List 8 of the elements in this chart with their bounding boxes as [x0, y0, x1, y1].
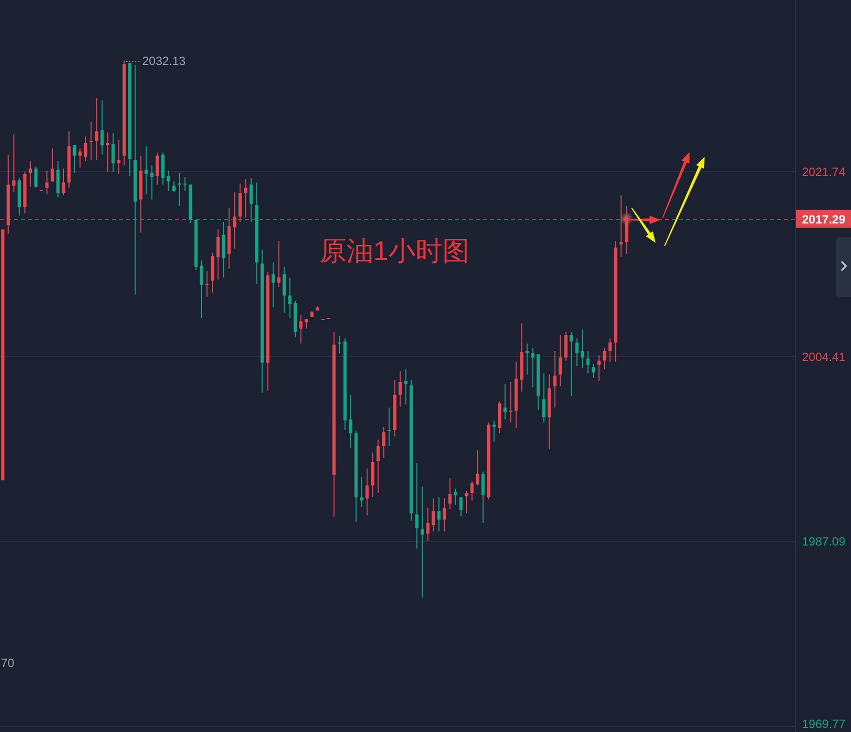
y-tick-label: 1969.77 — [802, 717, 846, 731]
ref-line-label: 2017.29 — [802, 212, 846, 226]
y-tick-label: 2004.41 — [802, 350, 846, 364]
text: 原油1小时图 — [319, 236, 470, 266]
annotation: 2032.13 — [142, 54, 186, 68]
y-tick-label: 1987.09 — [802, 534, 846, 549]
y-tick-label: 2021.74 — [802, 164, 846, 179]
annotation: 70 — [1, 656, 15, 670]
